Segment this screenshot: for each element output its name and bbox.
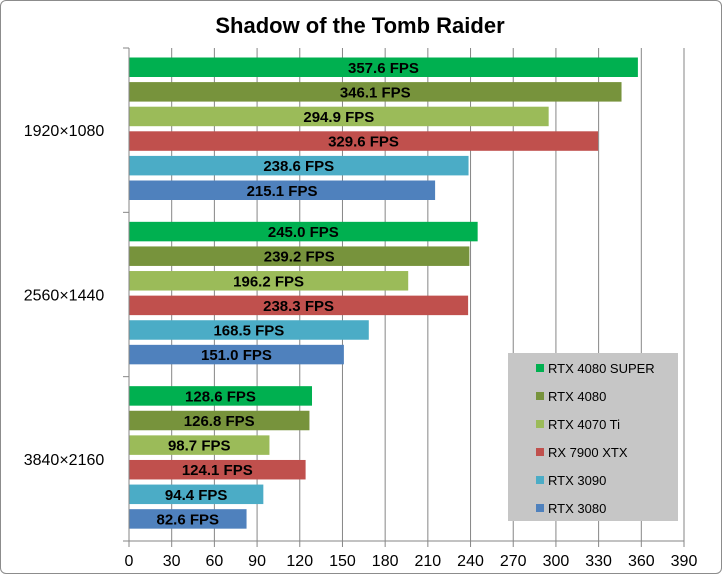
legend-swatch [536, 392, 544, 400]
bar [129, 386, 313, 406]
axes: 0 30 60 90 120 150 180 210 240 270 300 330 360 390 192… [24, 47, 698, 570]
bar [129, 180, 436, 200]
x-tick-label: 330 [585, 553, 612, 570]
bar [129, 271, 409, 291]
legend-swatch [536, 364, 544, 372]
data-label: 94.4 FPS [165, 487, 228, 504]
bar [129, 221, 478, 242]
gridlines [171, 48, 685, 541]
x-tick-label: 120 [286, 553, 313, 570]
legend-box [508, 353, 678, 521]
data-label: 239.2 FPS [264, 249, 335, 266]
legend-swatch [536, 504, 544, 512]
chart-title: Shadow of the Tomb Raider [215, 13, 505, 38]
x-tick-label: 360 [628, 553, 655, 570]
legend-label: RTX 4080 SUPER [548, 361, 655, 376]
data-label: 124.1 FPS [182, 462, 253, 479]
data-label: 245.0 FPS [268, 224, 339, 241]
data-label: 126.8 FPS [184, 413, 255, 430]
category-label: 1920×1080 [24, 123, 105, 140]
data-label: 215.1 FPS [247, 183, 318, 200]
bar [129, 320, 369, 340]
x-tick-label: 180 [372, 553, 399, 570]
x-tick-label: 60 [205, 553, 223, 570]
bar [129, 459, 306, 480]
data-label: 238.3 FPS [263, 298, 334, 315]
category-label: 2560×1440 [24, 288, 105, 305]
legend-swatch [536, 448, 544, 456]
category-label: 3840×2160 [24, 452, 105, 469]
bar [129, 106, 549, 127]
data-label: 238.6 FPS [263, 158, 334, 175]
legend-label: RTX 4070 Ti [548, 417, 620, 432]
legend: RTX 4080 SUPER RTX 4080 RTX 4070 Ti RX 7900… [508, 353, 678, 521]
data-label: 196.2 FPS [233, 273, 304, 290]
bar [129, 509, 247, 529]
x-tick-label: 300 [543, 553, 570, 570]
bar [129, 295, 469, 316]
bar [129, 484, 264, 505]
data-label: 98.7 FPS [168, 438, 231, 455]
legend-swatch [536, 476, 544, 484]
data-label: 168.5 FPS [213, 322, 284, 339]
legend-label: RTX 4080 [548, 389, 606, 404]
data-label: 357.6 FPS [348, 60, 419, 77]
bar [129, 82, 622, 102]
x-tick-label: 0 [125, 553, 134, 570]
legend-label: RTX 3090 [548, 473, 606, 488]
x-tick-label: 90 [248, 553, 266, 570]
x-tick-label: 210 [414, 553, 441, 570]
data-label: 294.9 FPS [303, 109, 374, 126]
bar [129, 246, 470, 266]
data-label: 128.6 FPS [185, 388, 256, 405]
data-label: 346.1 FPS [340, 84, 411, 101]
x-tick-label: 30 [163, 553, 181, 570]
x-tick-label: 390 [671, 553, 698, 570]
bar [129, 57, 638, 77]
bar [129, 131, 599, 151]
legend-label: RX 7900 XTX [548, 445, 628, 460]
bars: 357.6 FPS 346.1 FPS 294.9 FPS 329.6 FPS 238.… [129, 57, 638, 529]
x-tick-label: 270 [500, 553, 527, 570]
data-label: 82.6 FPS [156, 511, 219, 528]
bar [129, 344, 344, 365]
bar [129, 155, 469, 176]
data-label: 329.6 FPS [328, 134, 399, 151]
legend-label: RTX 3080 [548, 501, 606, 516]
x-tick-label: 150 [329, 553, 356, 570]
x-tick-label: 240 [457, 553, 484, 570]
legend-swatch [536, 420, 544, 428]
bar [129, 435, 270, 455]
data-label: 151.0 FPS [201, 347, 272, 364]
bar [129, 410, 310, 431]
